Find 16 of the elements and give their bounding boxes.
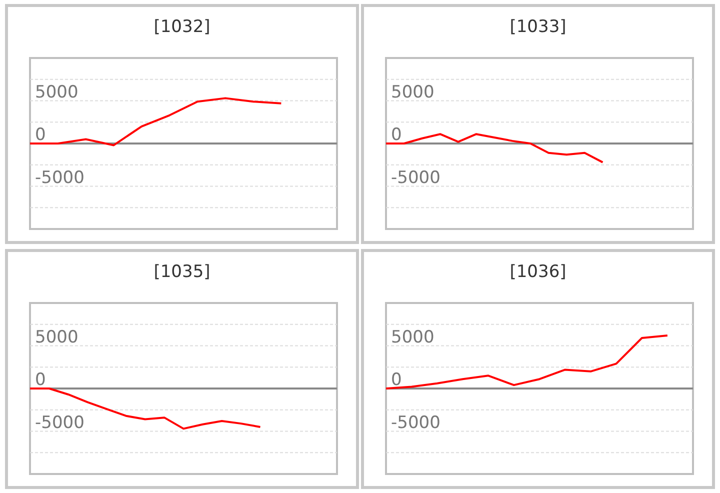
chart-title: [1033] [510,17,566,37]
y-tick-label: -5000 [391,168,440,188]
y-tick-label: 5000 [35,82,78,102]
chart-title: [1036] [510,262,566,282]
chart-title: [1035] [154,262,210,282]
y-tick-label: 0 [35,125,46,146]
y-tick-label: 5000 [391,327,434,348]
y-tick-label: 0 [35,370,46,390]
y-tick-label: 0 [391,370,402,390]
y-tick-label: 0 [391,125,402,146]
y-tick-label: 5000 [35,327,78,348]
y-tick-label: -5000 [35,412,84,433]
y-tick-label: 5000 [391,82,434,102]
y-tick-label: -5000 [35,168,84,188]
chart-title: [1032] [154,17,210,37]
y-tick-label: -5000 [391,412,440,433]
